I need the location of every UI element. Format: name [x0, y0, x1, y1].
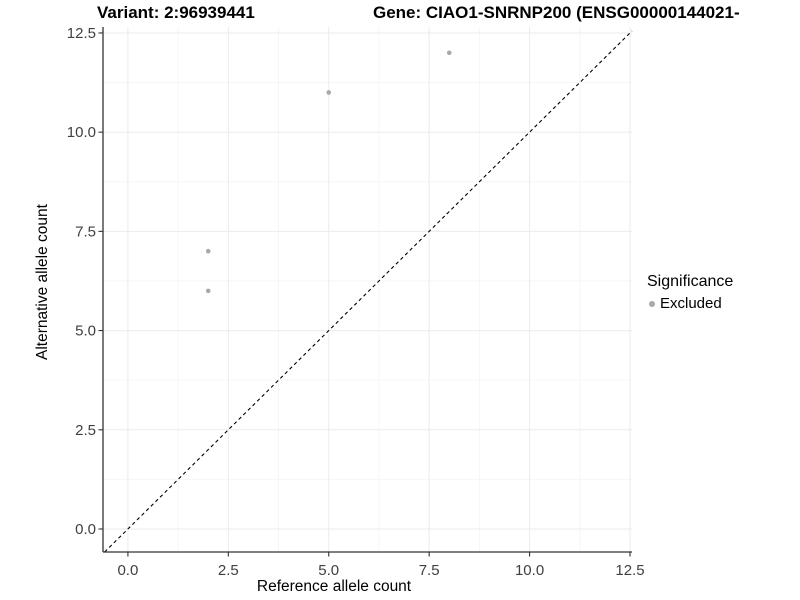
x-tick-label: 5.0 [318, 562, 339, 579]
legend-title: Significance [647, 273, 734, 290]
gene-title: Gene: CIAO1-SNRNP200 (ENSG00000144021- [373, 3, 740, 22]
y-tick-label: 7.5 [75, 223, 96, 240]
legend: Significance Excluded [647, 273, 733, 312]
data-point [205, 248, 211, 254]
x-tick-label: 2.5 [218, 562, 239, 579]
y-tick-label: 5.0 [75, 323, 96, 340]
data-point [205, 288, 211, 294]
y-axis-title: Alternative allele count [34, 203, 51, 360]
x-tick-label: 12.5 [615, 562, 644, 579]
identity-reference-line [104, 30, 633, 553]
y-tick-label: 2.5 [75, 422, 96, 439]
y-tick-label: 12.5 [67, 25, 96, 42]
variant-title: Variant: 2:96939441 [97, 3, 255, 22]
data-point [326, 90, 332, 95]
x-axis-title: Reference allele count [257, 578, 412, 595]
y-tick-label: 0.0 [75, 521, 96, 538]
x-tick-label: 10.0 [515, 562, 544, 579]
legend-item-excluded: Excluded [649, 295, 733, 312]
y-tick-label: 10.0 [67, 124, 96, 141]
legend-item-label: Excluded [660, 295, 722, 312]
data-point [446, 50, 452, 56]
excluded-point-icon [649, 300, 655, 307]
x-tick-label: 7.5 [419, 562, 440, 579]
x-tick-label: 0.0 [117, 562, 138, 579]
